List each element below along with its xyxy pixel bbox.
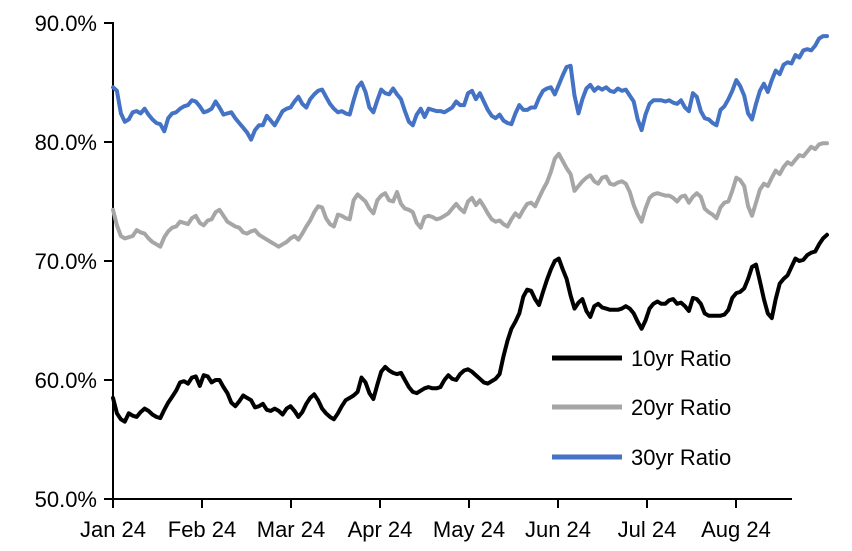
y-tick-label: 70.0% bbox=[35, 249, 97, 274]
x-tick-label: Mar 24 bbox=[257, 517, 325, 542]
x-tick-label: Apr 24 bbox=[348, 517, 413, 542]
y-tick-label: 50.0% bbox=[35, 487, 97, 512]
x-tick-label: Jun 24 bbox=[525, 517, 591, 542]
series-line-10yr-ratio bbox=[111, 232, 829, 424]
legend-label: 10yr Ratio bbox=[631, 346, 731, 371]
legend-label: 30yr Ratio bbox=[631, 445, 731, 470]
x-tick-label: Aug 24 bbox=[701, 517, 771, 542]
x-tick-label: Feb 24 bbox=[168, 517, 237, 542]
series-line-30yr-ratio bbox=[111, 34, 829, 142]
series-line-20yr-ratio bbox=[111, 141, 829, 249]
y-tick-label: 80.0% bbox=[35, 130, 97, 155]
x-tick-label: Jul 24 bbox=[618, 517, 677, 542]
x-tick-label: Jan 24 bbox=[80, 517, 146, 542]
y-tick-label: 60.0% bbox=[35, 368, 97, 393]
legend-label: 20yr Ratio bbox=[631, 395, 731, 420]
y-tick-label: 90.0% bbox=[35, 11, 97, 36]
x-tick-label: May 24 bbox=[433, 517, 505, 542]
